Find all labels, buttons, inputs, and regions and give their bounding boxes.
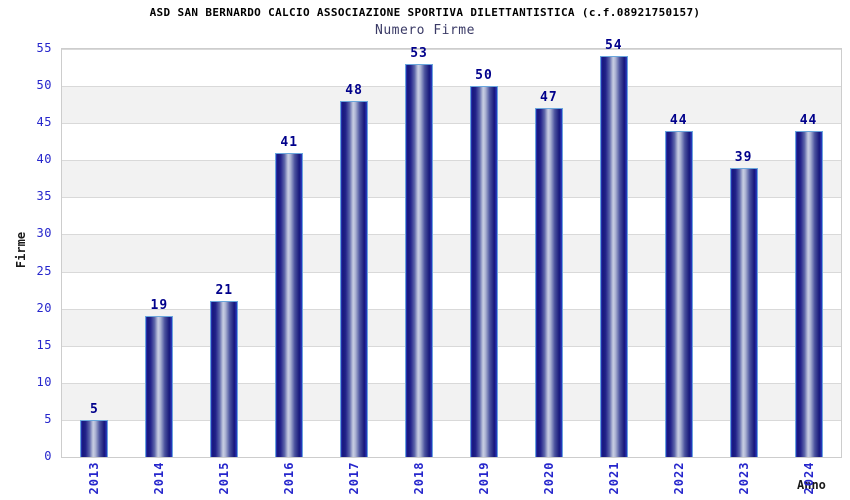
bar-value-label: 44 <box>799 112 818 128</box>
gridline <box>62 123 841 124</box>
bar <box>80 419 109 457</box>
x-tick-label: 2019 <box>476 461 491 495</box>
bar <box>210 301 239 457</box>
bar <box>340 100 369 457</box>
y-tick-label: 0 <box>44 449 52 463</box>
gridline <box>62 160 841 161</box>
bar-value-label: 19 <box>150 298 169 314</box>
bar <box>599 56 628 457</box>
x-tick-label: 2022 <box>671 461 686 495</box>
bar <box>145 316 174 457</box>
x-tick-label: 2018 <box>412 461 427 495</box>
bar-value-label: 48 <box>345 82 363 98</box>
x-tick-label: 2016 <box>282 461 297 495</box>
chart-subtitle: Numero Firme <box>375 23 475 38</box>
bar <box>275 152 304 457</box>
bar-value-label: 50 <box>475 68 493 84</box>
bar-value-label: 53 <box>410 45 428 61</box>
bar <box>469 86 498 457</box>
bar-value-label: 47 <box>540 90 558 106</box>
bar <box>534 108 563 457</box>
plot-band <box>62 308 841 346</box>
y-tick-label: 20 <box>36 300 52 315</box>
x-tick-label: 2017 <box>347 461 362 495</box>
y-tick-label: 5 <box>44 411 52 426</box>
chart-title: ASD SAN BERNARDO CALCIO ASSOCIAZIONE SPO… <box>149 6 701 19</box>
y-tick-label: 45 <box>36 115 52 130</box>
gridline <box>62 383 841 384</box>
y-tick-label: 25 <box>36 263 52 278</box>
bar <box>664 130 693 457</box>
y-tick-label: 40 <box>36 152 52 167</box>
x-tick-label: 2024 <box>801 461 816 495</box>
x-tick-label: 2015 <box>217 461 232 495</box>
bar <box>794 130 823 457</box>
bar-value-label: 54 <box>604 38 623 54</box>
plot-area: 5 19 21 41 48 53 50 47 54 44 39 44 <box>61 38 842 458</box>
plot-band <box>62 160 841 198</box>
y-tick-label: 35 <box>36 189 52 204</box>
plot-band <box>62 234 841 272</box>
gridline <box>62 309 841 310</box>
y-tick-label: 15 <box>36 337 52 352</box>
y-tick-label: 30 <box>36 226 52 241</box>
bar-value-label: 5 <box>90 401 99 417</box>
plot-band <box>62 382 841 420</box>
x-tick-label: 2013 <box>87 461 102 495</box>
x-tick-label: 2021 <box>606 461 621 495</box>
x-tick-label: 2014 <box>152 461 167 495</box>
bar <box>729 167 758 457</box>
gridline <box>62 197 841 198</box>
gridline <box>62 86 841 87</box>
gridline <box>62 49 841 50</box>
bar-value-label: 21 <box>215 283 234 299</box>
x-tick-label: 2023 <box>736 461 751 495</box>
y-tick-label: 50 <box>36 78 52 93</box>
gridline <box>62 234 841 235</box>
x-axis-title: Anno <box>797 478 826 492</box>
y-tick-label: 55 <box>36 41 52 55</box>
bar <box>405 63 434 457</box>
gridline <box>62 346 841 347</box>
gridline <box>62 420 841 421</box>
y-tick-label: 10 <box>36 374 52 389</box>
bar-value-label: 44 <box>669 112 688 128</box>
bar-value-label: 41 <box>280 134 299 150</box>
bar-value-label: 39 <box>734 149 753 165</box>
plot-band <box>62 86 841 124</box>
gridline <box>62 272 841 273</box>
x-tick-label: 2020 <box>541 461 556 495</box>
